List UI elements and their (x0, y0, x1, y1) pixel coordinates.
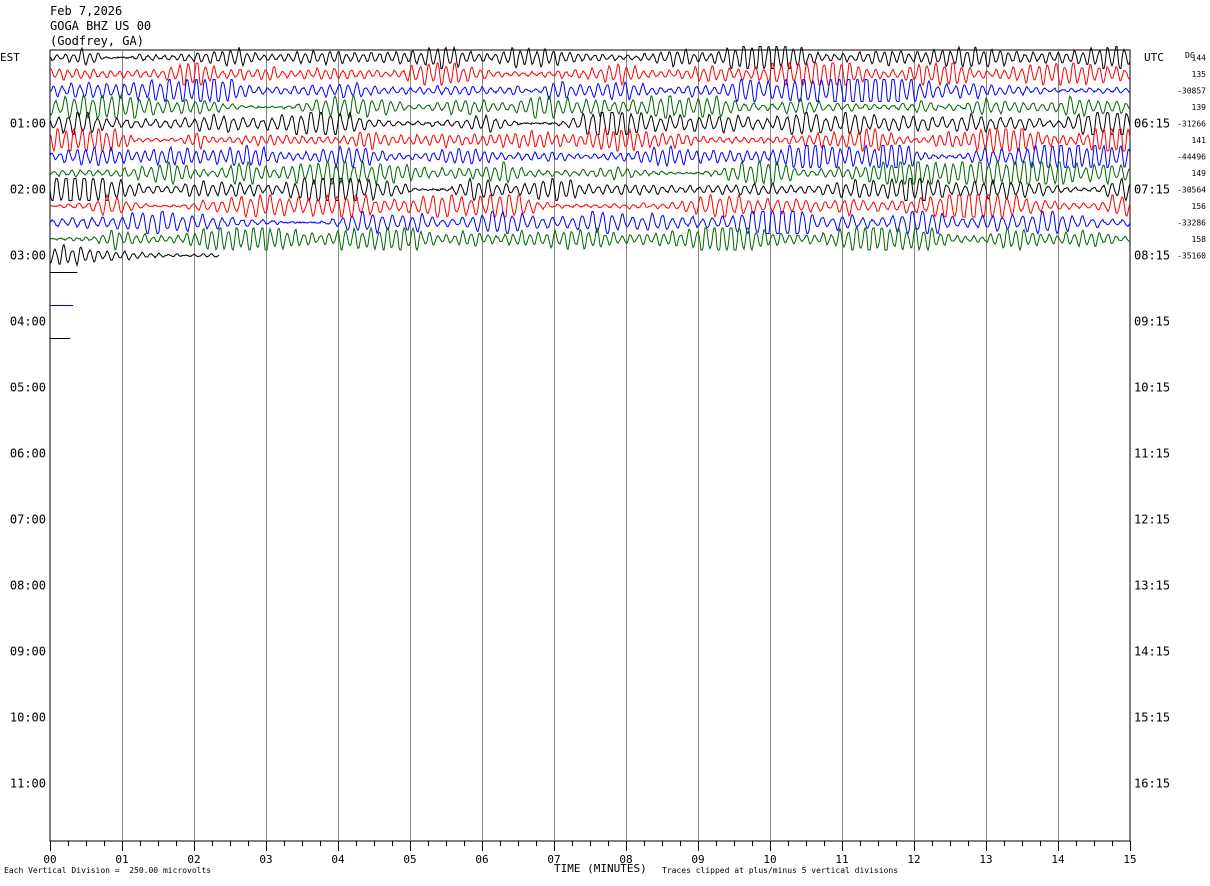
utc-hour-label: 07:15 (1134, 183, 1170, 197)
est-hour-label: 06:00 (10, 447, 46, 461)
est-hour-label: 08:00 (10, 579, 46, 593)
dc-offset-label: 139 (1192, 103, 1207, 112)
x-tick-label: 02 (187, 853, 200, 866)
est-axis-title: EST (0, 51, 20, 64)
x-tick-label: 13 (979, 853, 992, 866)
trace-row (49, 78, 1131, 104)
x-tick-label: 00 (43, 853, 56, 866)
station-label: GOGA BHZ US 00 (50, 19, 152, 33)
trace-row (49, 177, 1131, 202)
est-hour-label: 02:00 (10, 183, 46, 197)
dc-offset-label: 158 (1192, 235, 1207, 244)
x-tick-label: 15 (1123, 853, 1136, 866)
est-hour-label: 04:00 (10, 315, 46, 329)
dc-column-title: DC (1185, 51, 1195, 60)
x-tick-label: 09 (691, 853, 704, 866)
utc-hour-label: 13:15 (1134, 579, 1170, 593)
utc-hour-label: 09:15 (1134, 315, 1170, 329)
utc-axis-title: UTC (1144, 51, 1164, 64)
date-label: Feb 7,2026 (50, 4, 123, 18)
chart-labels: 00 01 02 03 04 05 06 07 08 09 10 11 12 13 14 15 EST UTC DC… (0, 51, 1206, 866)
dc-offset-label: -30857 (1177, 87, 1206, 96)
utc-hour-label: 15:15 (1134, 711, 1170, 725)
trace-row (49, 94, 1131, 120)
plot-frame (49, 49, 1131, 842)
utc-hour-label: 16:15 (1134, 777, 1170, 791)
utc-hour-label: 12:15 (1134, 513, 1170, 527)
trace-row (49, 210, 1131, 235)
utc-hour-label: 08:15 (1134, 249, 1170, 263)
utc-hour-label: 14:15 (1134, 645, 1170, 659)
trace-row (49, 144, 1131, 170)
trace-row (49, 160, 1131, 186)
dc-offset-label: 156 (1192, 202, 1207, 211)
dc-offset-label: 141 (1192, 136, 1207, 145)
x-tick-label: 03 (259, 853, 272, 866)
est-hour-label: 03:00 (10, 249, 46, 263)
x-tick-label: 14 (1051, 853, 1065, 866)
utc-hour-label: 06:15 (1134, 117, 1170, 131)
dc-offset-label: -30564 (1177, 186, 1206, 195)
chart-grid (49, 49, 1131, 851)
x-axis-title: TIME (MINUTES) (554, 862, 647, 875)
x-tick-label: 11 (835, 853, 848, 866)
dc-offset-label: -31266 (1177, 120, 1206, 129)
dc-offset-label: 144 (1192, 54, 1207, 63)
trace-row (50, 243, 220, 268)
est-hour-label: 07:00 (10, 513, 46, 527)
location-label: (Godfrey, GA) (50, 34, 144, 48)
est-hour-label: 01:00 (10, 117, 46, 131)
x-tick-label: 06 (475, 853, 488, 866)
x-tick-label: 01 (115, 853, 128, 866)
chart-traces (49, 45, 1131, 339)
dc-offset-label: 135 (1192, 70, 1207, 79)
trace-row (49, 61, 1131, 87)
dc-offset-label: -44496 (1177, 153, 1206, 162)
utc-hour-label: 11:15 (1134, 447, 1170, 461)
x-tick-label: 10 (763, 853, 776, 866)
trace-row (49, 110, 1131, 136)
x-tick-label: 04 (331, 853, 345, 866)
est-hour-label: 05:00 (10, 381, 46, 395)
clip-note: Traces clipped at plus/minus 5 vertical … (662, 866, 899, 875)
dc-offset-label: -35160 (1177, 252, 1206, 261)
dc-offset-label: 149 (1192, 169, 1207, 178)
est-hour-label: 09:00 (10, 645, 46, 659)
est-hour-label: 10:00 (10, 711, 46, 725)
trace-row (49, 226, 1131, 252)
dc-offset-label: -33286 (1177, 219, 1206, 228)
x-tick-label: 07 (547, 853, 560, 866)
est-hour-label: 11:00 (10, 777, 46, 791)
trace-row (49, 127, 1131, 153)
trace-row (49, 193, 1131, 219)
x-tick-label: 08 (619, 853, 632, 866)
x-tick-label: 05 (403, 853, 416, 866)
x-tick-label: 12 (907, 853, 920, 866)
utc-hour-label: 10:15 (1134, 381, 1170, 395)
trace-row (49, 45, 1131, 70)
scale-note: Each Vertical Division = 250.00 microvol… (4, 866, 212, 875)
